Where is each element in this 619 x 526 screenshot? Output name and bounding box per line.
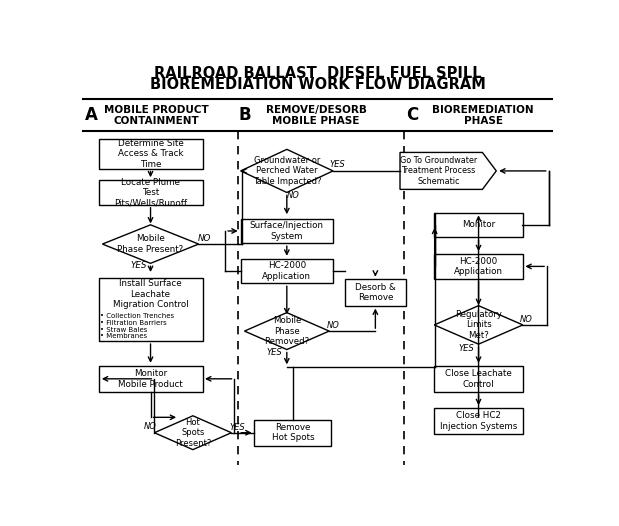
Text: YES: YES [230, 423, 245, 432]
Text: C: C [406, 106, 418, 125]
Text: YES: YES [458, 343, 474, 352]
Polygon shape [154, 416, 232, 450]
Text: Surface/Injection
System: Surface/Injection System [250, 221, 324, 241]
Bar [435, 213, 523, 237]
Polygon shape [435, 306, 523, 344]
Text: NO: NO [197, 234, 211, 243]
Text: Mobile
Phase Present?: Mobile Phase Present? [118, 235, 184, 254]
Text: Close HC2
Injection Systems: Close HC2 Injection Systems [440, 411, 517, 431]
Text: REMOVE/DESORB
MOBILE PHASE: REMOVE/DESORB MOBILE PHASE [266, 105, 366, 126]
Text: A: A [85, 106, 98, 125]
Text: NO: NO [287, 191, 300, 200]
Text: Locate Plume
Test
Pits/Wells/Runoff: Locate Plume Test Pits/Wells/Runoff [114, 178, 187, 207]
Text: Monitor: Monitor [462, 220, 495, 229]
Text: BIOREMEDIATION WORK FLOW DIAGRAM: BIOREMEDIATION WORK FLOW DIAGRAM [150, 77, 485, 92]
Bar [241, 259, 333, 284]
Text: • Membranes: • Membranes [100, 333, 147, 339]
Bar [241, 219, 333, 244]
Text: YES: YES [267, 348, 282, 357]
Polygon shape [241, 149, 333, 193]
Text: NO: NO [520, 315, 533, 324]
Text: Groundwater or
Perched Water
Table Impacted?: Groundwater or Perched Water Table Impac… [253, 156, 321, 186]
Bar [98, 139, 202, 169]
Text: Remove
Hot Spots: Remove Hot Spots [272, 423, 314, 442]
Bar [98, 278, 202, 341]
Bar [98, 366, 202, 392]
Text: NO: NO [327, 321, 339, 330]
Text: • Straw Bales: • Straw Bales [100, 327, 148, 332]
Bar [98, 180, 202, 205]
Text: BIOREMEDIATION
PHASE: BIOREMEDIATION PHASE [432, 105, 534, 126]
Text: • Filtration Barriers: • Filtration Barriers [100, 320, 167, 326]
Polygon shape [400, 153, 496, 189]
Text: Install Surface
Leachate
Migration Control: Install Surface Leachate Migration Contr… [113, 279, 188, 309]
Bar [345, 279, 406, 306]
Text: HC-2000
Application: HC-2000 Application [454, 257, 503, 276]
Text: Monitor
Mobile Product: Monitor Mobile Product [118, 369, 183, 389]
Bar [254, 420, 332, 446]
Text: B: B [239, 106, 251, 125]
Text: Close Leachate
Control: Close Leachate Control [445, 369, 512, 389]
Text: • Collection Trenches: • Collection Trenches [100, 312, 175, 319]
Text: HC-2000
Application: HC-2000 Application [262, 261, 311, 281]
Bar [435, 254, 523, 279]
Text: YES: YES [329, 160, 345, 169]
Text: YES: YES [130, 261, 147, 270]
Text: Go To Groundwater
Treatment Process
Schematic: Go To Groundwater Treatment Process Sche… [400, 156, 477, 186]
Text: RAILROAD BALLAST  DIESEL FUEL SPILL: RAILROAD BALLAST DIESEL FUEL SPILL [154, 66, 482, 82]
Polygon shape [102, 225, 199, 264]
Polygon shape [245, 312, 329, 350]
Bar [435, 366, 523, 392]
Text: Determine Site
Access & Track
Time: Determine Site Access & Track Time [118, 139, 183, 169]
Text: Desorb &
Remove: Desorb & Remove [355, 283, 396, 302]
Text: Mobile
Phase
Removed?: Mobile Phase Removed? [264, 316, 310, 346]
Text: Regulatory
Limits
Met?: Regulatory Limits Met? [455, 310, 502, 340]
Text: MOBILE PRODUCT
CONTAINMENT: MOBILE PRODUCT CONTAINMENT [103, 105, 209, 126]
Text: NO: NO [144, 422, 157, 431]
Bar [435, 408, 523, 434]
Text: Hot
Spots
Present?: Hot Spots Present? [175, 418, 211, 448]
